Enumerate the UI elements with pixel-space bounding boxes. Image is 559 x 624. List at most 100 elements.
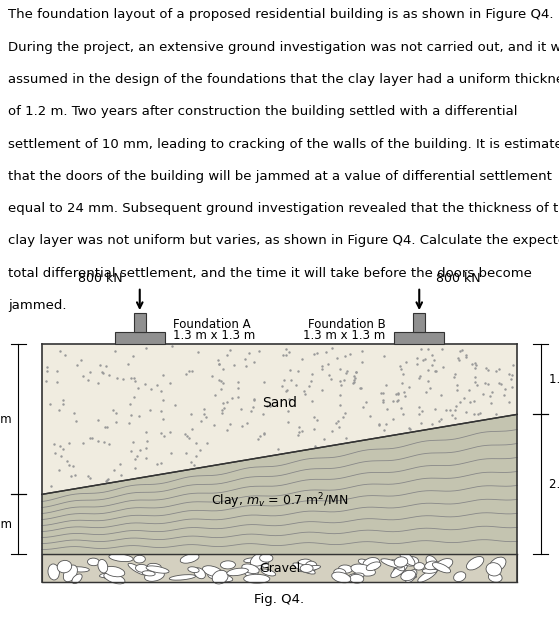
- Ellipse shape: [418, 569, 437, 582]
- Ellipse shape: [349, 574, 364, 583]
- Ellipse shape: [134, 555, 145, 563]
- Ellipse shape: [297, 559, 312, 568]
- Ellipse shape: [394, 557, 408, 567]
- Text: equal to 24 mm. Subsequent ground investigation revealed that the thickness of t: equal to 24 mm. Subsequent ground invest…: [8, 202, 559, 215]
- Ellipse shape: [293, 563, 315, 574]
- Ellipse shape: [169, 575, 196, 580]
- Ellipse shape: [394, 568, 416, 578]
- Ellipse shape: [261, 555, 270, 564]
- Bar: [115, 332, 165, 344]
- Ellipse shape: [334, 568, 346, 577]
- Text: Gravel: Gravel: [259, 562, 300, 575]
- Ellipse shape: [188, 567, 199, 573]
- Ellipse shape: [346, 573, 364, 581]
- Ellipse shape: [435, 558, 453, 571]
- Ellipse shape: [109, 554, 133, 562]
- Ellipse shape: [261, 569, 276, 576]
- Text: 3 m: 3 m: [0, 413, 12, 426]
- Ellipse shape: [100, 572, 120, 578]
- Ellipse shape: [70, 567, 89, 572]
- Ellipse shape: [242, 564, 266, 572]
- Text: 1.2 m: 1.2 m: [0, 518, 12, 531]
- Ellipse shape: [63, 565, 78, 582]
- Bar: [134, 313, 146, 332]
- Ellipse shape: [135, 564, 148, 572]
- Ellipse shape: [212, 570, 228, 584]
- Ellipse shape: [351, 564, 376, 576]
- Ellipse shape: [244, 574, 270, 583]
- Ellipse shape: [298, 565, 321, 572]
- Text: During the project, an extensive ground investigation was not carried out, and i: During the project, an extensive ground …: [8, 41, 559, 54]
- Ellipse shape: [145, 570, 164, 582]
- Text: 1.4 m: 1.4 m: [549, 373, 559, 386]
- Ellipse shape: [148, 563, 161, 570]
- Ellipse shape: [425, 561, 439, 570]
- Ellipse shape: [331, 572, 351, 583]
- Ellipse shape: [489, 572, 502, 582]
- Ellipse shape: [142, 571, 155, 576]
- Bar: [394, 332, 444, 344]
- Polygon shape: [42, 554, 517, 582]
- Text: jammed.: jammed.: [8, 299, 67, 312]
- Ellipse shape: [104, 567, 125, 577]
- Text: assumed in the design of the foundations that the clay layer had a uniform thick: assumed in the design of the foundations…: [8, 73, 559, 86]
- Ellipse shape: [381, 558, 402, 568]
- Ellipse shape: [180, 553, 199, 563]
- Text: of 1.2 m. Two years after construction the building settled with a differential: of 1.2 m. Two years after construction t…: [8, 105, 518, 119]
- Ellipse shape: [194, 568, 205, 578]
- Ellipse shape: [486, 563, 501, 576]
- Text: 800 kN: 800 kN: [436, 272, 481, 285]
- Ellipse shape: [366, 562, 381, 570]
- Text: Foundation A: Foundation A: [173, 318, 251, 331]
- Ellipse shape: [72, 574, 82, 583]
- Ellipse shape: [128, 563, 146, 575]
- Ellipse shape: [98, 559, 108, 573]
- Ellipse shape: [391, 560, 405, 571]
- Ellipse shape: [259, 554, 273, 562]
- Ellipse shape: [260, 560, 269, 568]
- Text: 1.3 m x 1.3 m: 1.3 m x 1.3 m: [304, 328, 386, 341]
- Ellipse shape: [250, 552, 271, 566]
- Text: Sand: Sand: [262, 396, 297, 410]
- Ellipse shape: [358, 559, 368, 565]
- Ellipse shape: [391, 563, 408, 578]
- Text: settlement of 10 mm, leading to cracking of the walls of the building. It is est: settlement of 10 mm, leading to cracking…: [8, 138, 559, 150]
- Text: 2.8 m: 2.8 m: [549, 478, 559, 491]
- Ellipse shape: [426, 555, 438, 569]
- Ellipse shape: [305, 561, 317, 572]
- Text: The foundation layout of a proposed residential building is as shown in Figure Q: The foundation layout of a proposed resi…: [8, 8, 554, 21]
- Ellipse shape: [489, 557, 506, 572]
- Ellipse shape: [422, 568, 437, 573]
- Ellipse shape: [87, 558, 100, 566]
- Ellipse shape: [363, 557, 380, 569]
- Ellipse shape: [245, 568, 258, 577]
- Ellipse shape: [351, 573, 363, 578]
- Ellipse shape: [48, 564, 59, 580]
- Text: total differential settlement, and the time it will take before the doors become: total differential settlement, and the t…: [8, 267, 532, 280]
- Ellipse shape: [399, 550, 415, 565]
- Ellipse shape: [414, 563, 424, 570]
- Ellipse shape: [146, 566, 169, 573]
- Ellipse shape: [103, 572, 115, 579]
- Polygon shape: [42, 344, 517, 494]
- Text: Fig. Q4.: Fig. Q4.: [254, 593, 305, 605]
- Ellipse shape: [453, 572, 466, 582]
- Ellipse shape: [104, 573, 125, 584]
- Bar: [413, 313, 425, 332]
- Ellipse shape: [242, 564, 259, 573]
- Text: Clay, $m_v$ = 0.7 m$^2$/MN: Clay, $m_v$ = 0.7 m$^2$/MN: [211, 491, 348, 510]
- Ellipse shape: [401, 570, 415, 581]
- Text: that the doors of the building will be jammed at a value of differential settlem: that the doors of the building will be j…: [8, 170, 552, 183]
- Ellipse shape: [202, 566, 223, 577]
- Polygon shape: [42, 414, 517, 554]
- Ellipse shape: [227, 568, 248, 576]
- Text: Foundation B: Foundation B: [308, 318, 386, 331]
- Ellipse shape: [300, 564, 313, 572]
- Ellipse shape: [208, 573, 233, 582]
- Ellipse shape: [466, 557, 484, 570]
- Text: 1.3 m x 1.3 m: 1.3 m x 1.3 m: [173, 328, 255, 341]
- Ellipse shape: [402, 557, 419, 566]
- Ellipse shape: [338, 565, 353, 573]
- Ellipse shape: [432, 563, 451, 573]
- Ellipse shape: [220, 561, 235, 569]
